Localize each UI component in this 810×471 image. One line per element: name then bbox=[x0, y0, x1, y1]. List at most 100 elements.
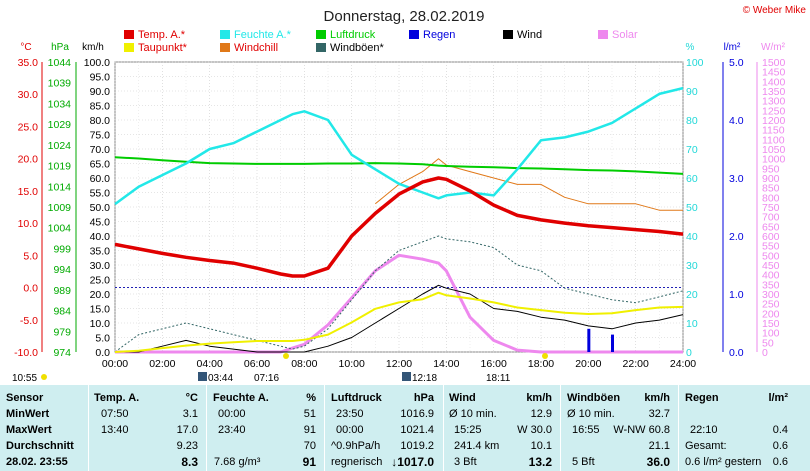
time-tick-label: 08:00 bbox=[291, 358, 317, 370]
gust-l1: Ø 10 min. bbox=[567, 408, 615, 420]
pressure-trend-word: regnerisch bbox=[331, 456, 383, 468]
legend-swatch bbox=[503, 30, 513, 39]
rain-l3: Gesamt: bbox=[685, 440, 727, 452]
chart-axes: 35.0 30.0 25.0 20.0 15.0 10.0 5.0 0.0 -5.0 -10.0 1… bbox=[14, 57, 785, 370]
rain-v3: 0.6 bbox=[772, 440, 788, 452]
humidity-line bbox=[114, 86, 684, 206]
wind-header: Wind bbox=[449, 392, 476, 404]
wind-tick-label: 35.0 bbox=[90, 246, 111, 258]
legend-label: Windchill bbox=[234, 42, 278, 54]
sunset-icon bbox=[542, 353, 548, 359]
sunset-time: 18:11 bbox=[486, 373, 511, 384]
humidity-min: 51 bbox=[303, 408, 316, 420]
gust-l4: 5 Bft bbox=[572, 456, 595, 468]
solar-tick-label: 1200 bbox=[762, 115, 786, 127]
rain-tick-label: 3.0 bbox=[729, 173, 744, 185]
humidity-now: 91 bbox=[302, 455, 316, 469]
legend-swatch bbox=[220, 43, 230, 52]
solar-tick-label: 600 bbox=[762, 231, 780, 243]
humidity-tick-label: 100 bbox=[686, 57, 704, 69]
humidity-tick-label: 30 bbox=[686, 260, 698, 272]
credit-text[interactable]: © Weber Mike bbox=[743, 5, 807, 16]
wind-l3: 241.4 km bbox=[454, 440, 500, 452]
wind-l4: 3 Bft bbox=[454, 456, 477, 468]
rain-unit-header: l/m² bbox=[768, 392, 788, 404]
pressure-tick-label: 1034 bbox=[48, 98, 72, 110]
humidity-tick-label: 90 bbox=[686, 86, 698, 98]
pressure-tick-label: 994 bbox=[53, 264, 71, 276]
pressure-unit-header: hPa bbox=[413, 392, 434, 404]
wind-tick-label: 10.0 bbox=[90, 318, 111, 330]
solar-tick-label: 100 bbox=[762, 328, 780, 340]
wind-unit-header: km/h bbox=[526, 392, 552, 404]
chart-grid bbox=[114, 61, 684, 353]
time-tick-label: 18:00 bbox=[528, 358, 554, 370]
chart-series bbox=[114, 86, 684, 354]
summary-table: Sensor MinWert MaxWert Durchschnitt 28.0… bbox=[0, 385, 810, 471]
solar-tick-label: 1300 bbox=[762, 96, 786, 108]
gust-v1: 32.7 bbox=[648, 408, 670, 420]
humidity-tick-label: 80 bbox=[686, 115, 698, 127]
wind-tick-label: 45.0 bbox=[90, 217, 111, 229]
temp-tick-label: 20.0 bbox=[18, 154, 39, 166]
legend-item: Feuchte A.* bbox=[220, 29, 292, 41]
humidity-tick-label: 0 bbox=[686, 347, 692, 359]
wind-l2: 15:25 bbox=[454, 424, 482, 436]
chart-legend: Temp. A.* Feuchte A.* Luftdruck Regen Wind So… bbox=[124, 29, 638, 54]
legend-item: Windchill bbox=[220, 42, 278, 54]
solar-tick-label: 500 bbox=[762, 250, 780, 262]
solar-line bbox=[115, 253, 683, 354]
temp-tick-label: 35.0 bbox=[18, 57, 39, 69]
axis-units: °C hPa km/h % l/m² W/m² bbox=[20, 42, 785, 53]
legend-item: Wind bbox=[503, 29, 542, 41]
rain-tick-label: 1.0 bbox=[729, 289, 744, 301]
legend-item: Solar bbox=[598, 29, 638, 41]
legend-swatch bbox=[220, 30, 230, 39]
moonset-time: 12:18 bbox=[412, 373, 437, 384]
time-tick-label: 04:00 bbox=[197, 358, 223, 370]
chart-title: Donnerstag, 28.02.2019 bbox=[324, 8, 485, 25]
solar-unit: W/m² bbox=[761, 42, 786, 53]
time-tick-label: 06:00 bbox=[244, 358, 270, 370]
sunrise-icon bbox=[283, 353, 289, 359]
temp-tick-label: 30.0 bbox=[18, 89, 39, 101]
pressure-max: 1021.4 bbox=[400, 424, 434, 436]
temp-min-time: 07:50 bbox=[101, 408, 129, 420]
solar-tick-label: 1000 bbox=[762, 154, 786, 166]
wind-tick-label: 60.0 bbox=[90, 173, 111, 185]
pressure-trend: ^0.9hPa/h bbox=[331, 440, 381, 452]
pressure-tick-label: 984 bbox=[53, 306, 71, 318]
solar-tick-label: 950 bbox=[762, 163, 780, 175]
humidity-unit-header: % bbox=[306, 392, 316, 404]
wind-tick-label: 40.0 bbox=[90, 231, 111, 243]
pressure-tick-label: 1029 bbox=[48, 119, 72, 131]
solar-tick-label: 850 bbox=[762, 183, 780, 195]
pressure-tick-label: 979 bbox=[53, 326, 71, 338]
pressure-tick-label: 1039 bbox=[48, 78, 72, 90]
time-tick-label: 16:00 bbox=[481, 358, 507, 370]
rain-unit: l/m² bbox=[724, 42, 741, 53]
legend-swatch bbox=[124, 43, 134, 52]
legend-item: Windböen* bbox=[316, 42, 385, 54]
legend-label: Taupunkt* bbox=[138, 42, 188, 54]
pressure-tick-label: 1024 bbox=[48, 140, 72, 152]
now-sun-icon bbox=[41, 374, 47, 380]
wind-tick-label: 55.0 bbox=[90, 188, 111, 200]
pressure-max-time: 00:00 bbox=[336, 424, 364, 436]
solar-tick-label: 150 bbox=[762, 318, 780, 330]
solar-tick-label: 0 bbox=[762, 347, 768, 359]
temp-tick-label: 25.0 bbox=[18, 121, 39, 133]
time-tick-label: 24:00 bbox=[670, 358, 696, 370]
solar-tick-label: 1050 bbox=[762, 144, 786, 156]
temp-tick-label: 15.0 bbox=[18, 186, 39, 198]
legend-swatch bbox=[409, 30, 419, 39]
wind-tick-label: 75.0 bbox=[90, 130, 111, 142]
wind-tick-label: 80.0 bbox=[90, 115, 111, 127]
solar-tick-label: 1450 bbox=[762, 67, 786, 79]
gust-unit-header: km/h bbox=[644, 392, 670, 404]
rain-tick-label: 0.0 bbox=[729, 347, 744, 359]
gust-v3: 21.1 bbox=[648, 440, 670, 452]
solar-tick-label: 800 bbox=[762, 192, 780, 204]
legend-item: Luftdruck bbox=[316, 29, 376, 41]
pressure-line bbox=[114, 156, 684, 175]
